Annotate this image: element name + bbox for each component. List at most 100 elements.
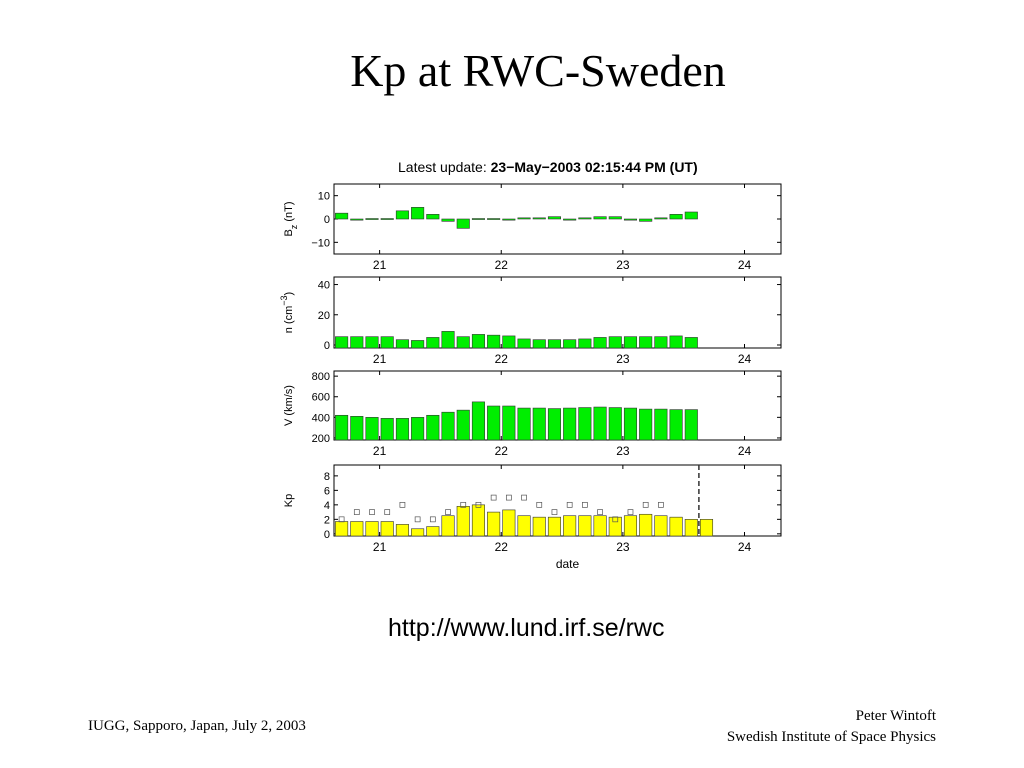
bar [441,515,455,537]
bar [426,214,440,220]
bar [608,336,622,349]
bar [441,218,455,222]
bar [517,515,531,537]
bar [380,336,394,349]
bar [350,218,364,221]
bar [365,218,379,220]
bar [623,407,638,441]
footer-author-name: Peter Wintoft [855,708,936,724]
y-tick-label: 10 [318,191,330,203]
y-axis-label: V (km/s) [283,385,295,426]
y-tick-label: 0 [324,214,330,226]
bar [456,218,470,229]
bar [684,337,698,349]
y-tick-label: 4 [324,500,330,512]
bar [593,216,607,220]
bar [639,513,653,537]
forecast-marker [658,501,664,508]
x-tick-label: 24 [738,258,752,272]
bar [563,515,577,537]
bar [669,335,683,349]
bar [699,519,714,537]
forecast-marker [399,501,406,508]
forecast-marker [353,509,360,515]
bar [411,207,425,220]
bar [578,217,592,220]
forecast-marker [627,509,634,515]
header-prefix: Latest update: [398,159,491,175]
forecast-marker [338,516,345,523]
y-tick-label: 40 [318,280,330,292]
forecast-marker [536,501,543,508]
bar [350,336,364,349]
bar [684,211,698,220]
bar [578,338,592,349]
bar [395,339,409,349]
bar [456,409,470,441]
x-tick-label: 24 [738,352,752,366]
bar [350,521,364,537]
x-tick-label: 22 [495,258,509,272]
bar [547,216,561,220]
bar [669,214,683,220]
forecast-marker [505,494,512,501]
bar [456,505,470,537]
bar [426,526,440,537]
x-tick-label: 21 [373,352,387,366]
forecast-marker [597,509,603,515]
panel-v: 800 600 400 200 21 22 23 24 V (km/s) [283,370,782,458]
panel-n: 40 20 0 21 22 23 24 n (cm−3) [279,276,782,366]
bar [365,521,379,537]
bar [335,521,349,537]
slide-title: Kp at RWC-Sweden [350,45,726,96]
bar [547,516,561,537]
forecast-marker [642,501,649,508]
y-tick-label: 2 [324,514,330,526]
bar [471,504,485,537]
bar [532,339,546,349]
bar [532,217,546,220]
bar [623,218,638,221]
bar [441,331,455,349]
x-tick-label: 23 [616,258,630,272]
y-tick-label: 6 [324,485,330,497]
bar [365,336,379,349]
forecast-marker [460,501,467,508]
bar [593,406,607,441]
bar [608,407,622,441]
bar [471,334,485,349]
x-tick-label: 23 [616,352,630,366]
bar [639,218,653,222]
x-axis-label: date [556,557,580,571]
panel-frame [333,276,782,349]
bar [487,405,501,441]
bar [517,217,531,220]
y-tick-label: 8 [324,471,330,483]
bar [456,336,470,349]
forecast-marker [429,516,436,523]
bar [502,405,516,441]
website-url[interactable]: http://www.lund.irf.se/rwc [388,614,665,642]
bar [654,515,668,537]
y-axis-label: n (cm−3) [279,292,295,333]
y-tick-label: 800 [312,371,330,383]
footer-author: Peter Wintoft Swedish Institute of Space… [727,706,936,748]
bar [471,218,485,220]
bar [669,409,683,441]
bar [532,516,546,537]
bar [395,210,409,220]
panel-bz: 10 0 −10 21 22 23 24 Bz (nT) [283,183,782,272]
y-tick-label: 600 [312,392,330,404]
bar [350,416,364,441]
x-tick-label: 22 [495,540,509,554]
chart-svg: Latest update: 23−May−2003 02:15:44 PM (… [279,159,782,571]
forecast-marker [369,509,375,515]
bar [608,516,622,537]
bar [365,417,379,441]
bar [654,217,668,220]
bar [547,408,561,441]
forecast-marker [414,516,421,523]
y-tick-label: −10 [311,237,330,249]
